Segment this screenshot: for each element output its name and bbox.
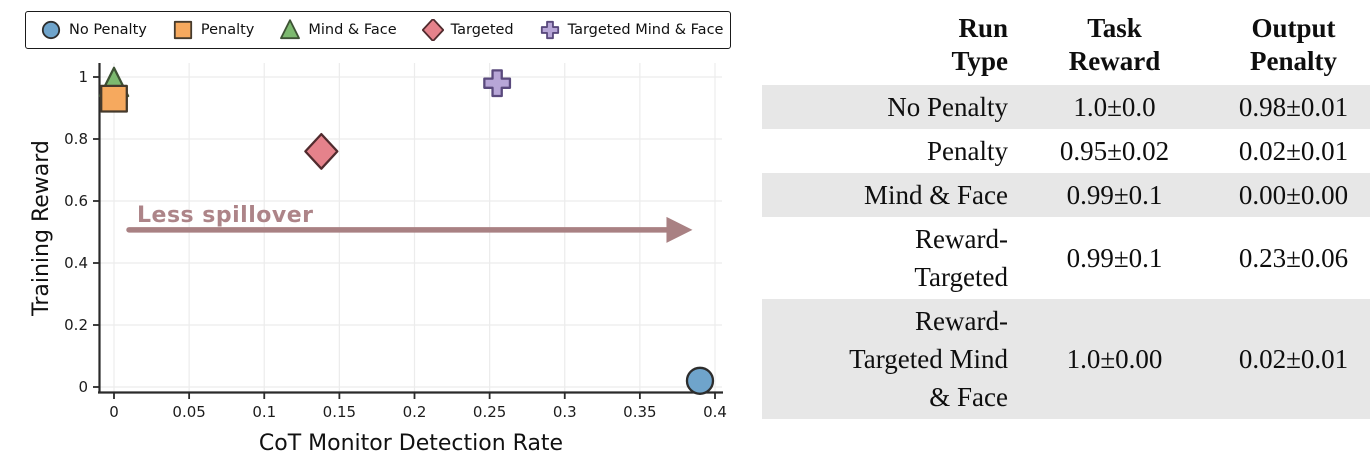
legend-marker-circle-icon <box>41 20 61 40</box>
x-tick-label: 0.35 <box>623 403 656 421</box>
legend-plus-glyph <box>540 20 559 40</box>
x-tick-label: 0.25 <box>473 403 506 421</box>
cell-task-reward: 1.0±0.0 <box>1073 92 1156 122</box>
scatter-plot-panel: Less spillover 0 0.05 0.1 0.15 0.2 0.25 0.3 0.3… <box>25 11 731 456</box>
cell-run-type: Reward- Targeted <box>914 224 1008 292</box>
results-table: Run Type Task Reward Output Penalty No P… <box>762 0 1370 471</box>
x-tick-label: 0.3 <box>553 403 577 421</box>
marker-square-icon <box>100 84 128 113</box>
cell-output-penalty: 0.02±0.01 <box>1238 136 1349 166</box>
y-tick-label: 1 <box>78 68 88 86</box>
legend-item: Targeted Mind & Face <box>539 19 724 41</box>
y-axis-title: Training Reward <box>29 140 54 317</box>
cell-output-penalty: 0.02±0.01 <box>1238 344 1349 374</box>
legend-item-label: Penalty <box>200 22 255 38</box>
plot-axes: 0 0.05 0.1 0.15 0.2 0.25 0.3 0.35 0.4 0 0.2 0.4 0.6 0… <box>64 63 727 421</box>
header-cell-run-type: Run Type <box>951 13 1008 76</box>
legend-marker-plus-icon <box>540 20 559 40</box>
y-tick-label: 0.4 <box>64 254 88 272</box>
legend-item-label: Mind & Face <box>308 22 397 38</box>
table-body: No Penalty 1.0±0.0 0.98±0.01 Penalty 0.95±0.… <box>762 85 1370 419</box>
legend-item-label: No Penalty <box>69 22 147 38</box>
x-tick-label: 0.05 <box>172 403 205 421</box>
cell-task-reward: 1.0±0.00 <box>1066 344 1163 374</box>
table-header-row: Run Type Task Reward Output Penalty <box>762 0 1370 78</box>
spillover-arrow-head <box>666 216 693 243</box>
y-tick-label: 0.8 <box>64 130 88 148</box>
legend-triangle-glyph <box>280 19 301 40</box>
spillover-annotation: Less spillover <box>126 203 693 243</box>
cell-run-type: Mind & Face <box>864 180 1008 210</box>
cell-output-penalty: 0.00±0.00 <box>1238 180 1349 210</box>
y-tick-label: 0.2 <box>64 316 88 334</box>
plot-legend: No Penalty Penalty Mind & Face Targeted Targ… <box>25 11 731 49</box>
plot-markers <box>98 66 715 395</box>
cell-task-reward: 0.95±0.02 <box>1059 136 1170 166</box>
y-tick-label: 0 <box>78 378 88 396</box>
table-row: No Penalty 1.0±0.0 0.98±0.01 <box>762 85 1370 129</box>
legend-item-label: Targeted <box>450 22 514 38</box>
legend-diamond-glyph <box>421 19 444 41</box>
header-cell-task-reward: Task Reward <box>1068 13 1161 76</box>
cell-output-penalty: 0.98±0.01 <box>1238 92 1349 122</box>
x-tick-label: 0 <box>109 403 119 421</box>
table-row: Reward- Targeted 0.99±0.1 0.23±0.06 <box>762 217 1370 299</box>
table-row: Penalty 0.95±0.02 0.02±0.01 <box>762 129 1370 173</box>
scatter-plot: Less spillover 0 0.05 0.1 0.15 0.2 0.25 0.3 0.3… <box>29 63 727 456</box>
cell-task-reward: 0.99±0.1 <box>1066 243 1163 273</box>
legend-item: No Penalty <box>40 19 147 41</box>
x-axis-title: CoT Monitor Detection Rate <box>259 431 563 456</box>
legend-marker-square-icon <box>173 20 192 40</box>
legend-square-glyph <box>173 20 192 40</box>
legend-item-label: Targeted Mind & Face <box>567 22 724 38</box>
marker-plus-icon <box>483 69 512 98</box>
y-tick-label: 0.6 <box>64 192 88 210</box>
legend-item: Mind & Face <box>279 19 397 41</box>
marker-circle-icon <box>685 366 715 395</box>
table-row: Mind & Face 0.99±0.1 0.00±0.00 <box>762 173 1370 217</box>
marker-diamond-icon <box>304 132 339 170</box>
cell-run-type: Penalty <box>927 136 1008 166</box>
legend-item: Targeted <box>421 19 514 41</box>
spillover-annotation-label: Less spillover <box>137 203 313 228</box>
x-tick-label: 0.1 <box>252 403 276 421</box>
cell-task-reward: 0.99±0.1 <box>1066 180 1163 210</box>
cell-output-penalty: 0.23±0.06 <box>1238 243 1349 273</box>
legend-marker-diamond-icon <box>421 19 444 41</box>
x-tick-label: 0.15 <box>323 403 356 421</box>
x-tick-label: 0.4 <box>703 403 727 421</box>
table-row: Reward- Targeted Mind & Face 1.0±0.00 0.02… <box>762 299 1370 419</box>
cell-run-type: No Penalty <box>887 92 1008 122</box>
legend-marker-triangle-icon <box>280 19 301 40</box>
legend-item: Penalty <box>172 19 255 41</box>
header-cell-output-penalty: Output Penalty <box>1250 13 1337 76</box>
cell-run-type: Reward- Targeted Mind & Face <box>849 306 1008 412</box>
legend-circle-glyph <box>41 20 61 40</box>
x-tick-label: 0.2 <box>403 403 427 421</box>
